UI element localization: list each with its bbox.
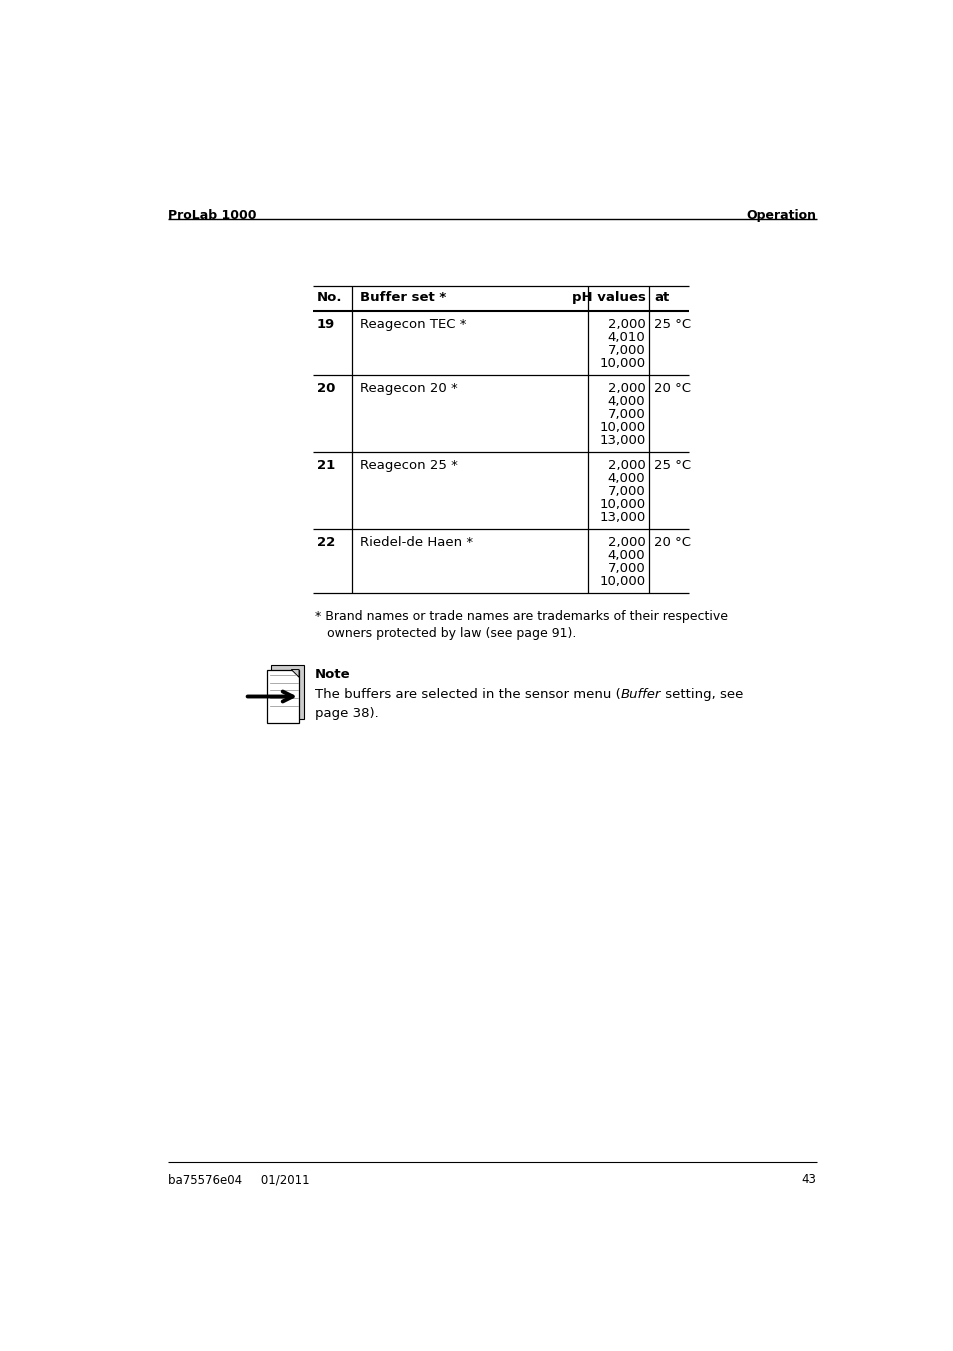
Text: 2,000: 2,000 (607, 536, 645, 550)
Text: Reagecon TEC *: Reagecon TEC * (359, 319, 465, 331)
Text: 2,000: 2,000 (607, 382, 645, 396)
Text: Riedel-de Haen *: Riedel-de Haen * (359, 536, 472, 550)
Text: 20 °C: 20 °C (654, 536, 690, 550)
Polygon shape (271, 665, 303, 719)
Text: 10,000: 10,000 (598, 576, 645, 588)
Text: 13,000: 13,000 (598, 511, 645, 524)
Text: 20 °C: 20 °C (654, 382, 690, 396)
Text: 21: 21 (316, 459, 335, 473)
Text: page 38).: page 38). (314, 707, 378, 720)
Text: * Brand names or trade names are trademarks of their respective: * Brand names or trade names are tradema… (314, 611, 727, 623)
Text: 20: 20 (316, 382, 335, 396)
Text: 25 °C: 25 °C (654, 319, 690, 331)
Text: 43: 43 (801, 1173, 816, 1186)
Text: The buffers are selected in the sensor menu (: The buffers are selected in the sensor m… (314, 688, 619, 701)
Text: 19: 19 (316, 319, 335, 331)
Text: ProLab 1000: ProLab 1000 (168, 209, 256, 222)
Text: 22: 22 (316, 536, 335, 550)
Text: Reagecon 20 *: Reagecon 20 * (359, 382, 456, 396)
Text: 4,000: 4,000 (607, 550, 645, 562)
Text: 10,000: 10,000 (598, 499, 645, 511)
Text: 4,010: 4,010 (607, 331, 645, 345)
Text: 4,000: 4,000 (607, 473, 645, 485)
Text: 7,000: 7,000 (607, 485, 645, 499)
Text: 2,000: 2,000 (607, 319, 645, 331)
Text: setting, see: setting, see (660, 688, 742, 701)
Text: owners protected by law (see page 91).: owners protected by law (see page 91). (314, 627, 576, 640)
Polygon shape (291, 670, 298, 677)
Text: 10,000: 10,000 (598, 357, 645, 370)
Polygon shape (266, 670, 298, 723)
Text: 7,000: 7,000 (607, 562, 645, 576)
Text: pH values: pH values (571, 292, 645, 304)
Text: Note: Note (314, 667, 350, 681)
Text: 25 °C: 25 °C (654, 459, 690, 473)
Text: Buffer: Buffer (619, 688, 660, 701)
Text: 7,000: 7,000 (607, 345, 645, 357)
Text: Buffer set *: Buffer set * (359, 292, 445, 304)
Text: ba75576e04     01/2011: ba75576e04 01/2011 (168, 1173, 310, 1186)
Text: No.: No. (316, 292, 342, 304)
Text: Operation: Operation (746, 209, 816, 222)
Text: 7,000: 7,000 (607, 408, 645, 422)
Text: at: at (654, 292, 669, 304)
Text: 4,000: 4,000 (607, 396, 645, 408)
Text: 2,000: 2,000 (607, 459, 645, 473)
Text: 13,000: 13,000 (598, 434, 645, 447)
Text: Reagecon 25 *: Reagecon 25 * (359, 459, 456, 473)
Text: 10,000: 10,000 (598, 422, 645, 434)
